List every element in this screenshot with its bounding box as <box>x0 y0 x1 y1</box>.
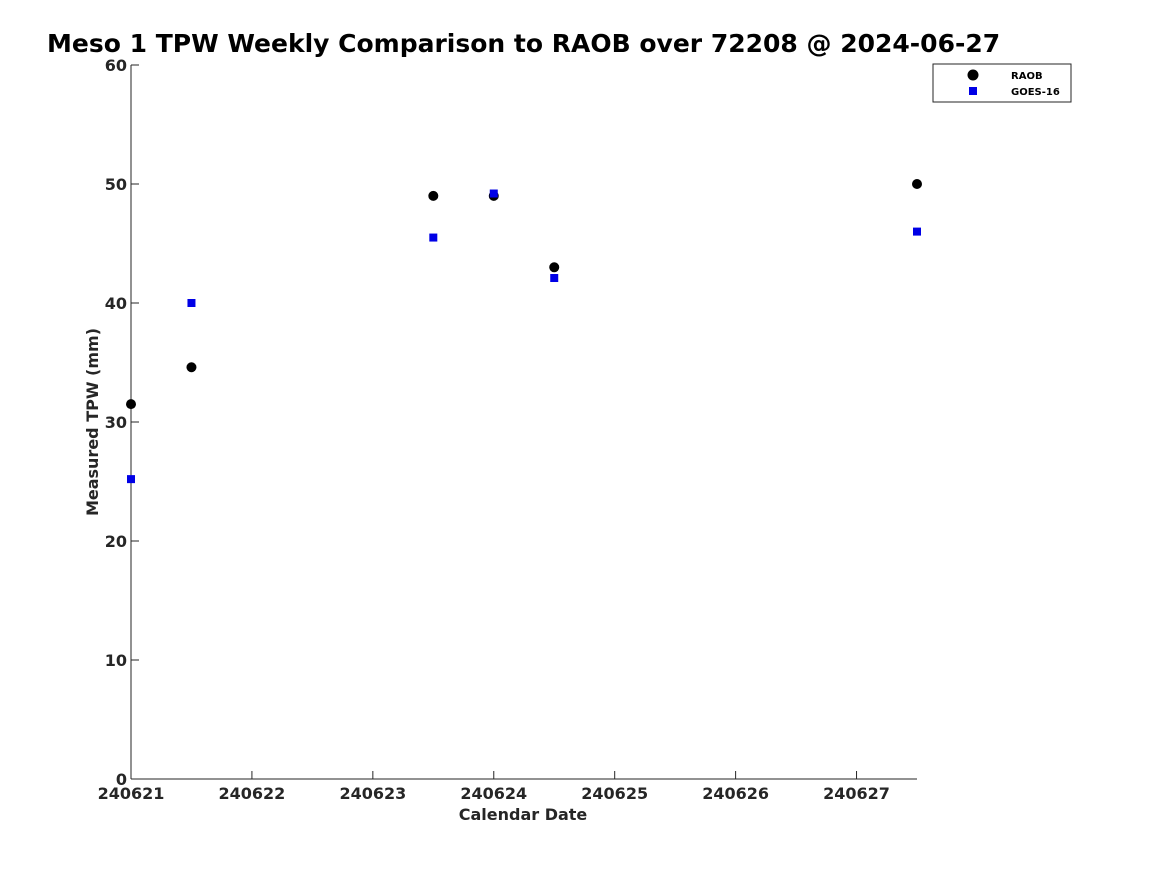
y-axis-ticks: 0 10 20 30 40 50 60 <box>105 56 139 789</box>
goes-16-point <box>127 475 135 484</box>
goes-16-point <box>550 274 559 283</box>
y-tick-label: 30 <box>105 413 127 432</box>
x-tick-label: 240622 <box>219 784 286 803</box>
legend: RAOB GOES-16 <box>932 63 1072 103</box>
data-points <box>126 179 922 484</box>
x-tick-label: 240621 <box>98 784 165 803</box>
chart-title: Meso 1 TPW Weekly Comparison to RAOB ove… <box>47 29 1000 58</box>
x-tick-label: 240623 <box>339 784 406 803</box>
x-tick-label: 240625 <box>581 784 648 803</box>
legend-label-goes-16: GOES-16 <box>1011 87 1060 98</box>
x-tick-label: 240624 <box>460 784 527 803</box>
y-tick-label: 40 <box>105 294 127 313</box>
legend-items: RAOB GOES-16 <box>967 69 1060 98</box>
legend-box <box>932 63 1072 103</box>
y-tick-label: 10 <box>105 651 127 670</box>
y-tick-label: 0 <box>116 770 127 789</box>
raob-point <box>428 190 439 201</box>
legend-marker-raob <box>967 69 979 81</box>
y-tick-label: 20 <box>105 532 127 551</box>
legend-label-raob: RAOB <box>1011 71 1043 82</box>
raob-point <box>549 262 560 273</box>
raob-point <box>186 362 197 373</box>
goes-16-point <box>187 299 196 307</box>
y-tick-label: 60 <box>105 56 127 75</box>
goes-16-point <box>489 189 498 198</box>
raob-point <box>912 179 922 189</box>
raob-point <box>126 399 136 410</box>
legend-marker-goes-16 <box>969 87 977 95</box>
x-tick-label: 240626 <box>702 784 769 803</box>
y-axis-label: Measured TPW (mm) <box>83 328 102 516</box>
y-tick-label: 50 <box>105 175 127 194</box>
x-tick-label: 240627 <box>823 784 890 803</box>
goes-16-point <box>429 233 438 242</box>
x-axis-label: Calendar Date <box>459 805 588 824</box>
goes-16-point <box>913 227 921 236</box>
x-axis-ticks: 240621 240622 240623 240624 240625 240626 2406… <box>98 771 890 803</box>
